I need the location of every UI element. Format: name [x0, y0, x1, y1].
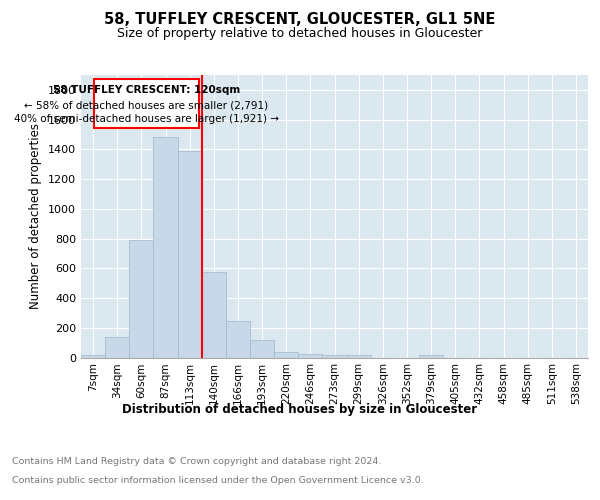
Bar: [226, 321, 250, 358]
Bar: [347, 354, 371, 358]
Text: Size of property relative to detached houses in Gloucester: Size of property relative to detached ho…: [118, 28, 482, 40]
Bar: [322, 356, 347, 358]
Bar: [178, 151, 202, 358]
FancyBboxPatch shape: [94, 78, 199, 128]
Bar: [250, 340, 274, 357]
Bar: [419, 354, 443, 358]
Text: 58 TUFFLEY CRESCENT: 120sqm: 58 TUFFLEY CRESCENT: 120sqm: [53, 84, 240, 94]
Bar: [81, 354, 105, 358]
Bar: [274, 352, 298, 358]
Bar: [202, 272, 226, 358]
Text: ← 58% of detached houses are smaller (2,791): ← 58% of detached houses are smaller (2,…: [25, 100, 269, 110]
Text: 58, TUFFLEY CRESCENT, GLOUCESTER, GL1 5NE: 58, TUFFLEY CRESCENT, GLOUCESTER, GL1 5N…: [104, 12, 496, 28]
Bar: [105, 338, 129, 357]
Y-axis label: Number of detached properties: Number of detached properties: [29, 123, 43, 309]
Bar: [154, 138, 178, 358]
Text: 40% of semi-detached houses are larger (1,921) →: 40% of semi-detached houses are larger (…: [14, 114, 279, 124]
Bar: [129, 240, 154, 358]
Bar: [298, 354, 322, 358]
Text: Contains public sector information licensed under the Open Government Licence v3: Contains public sector information licen…: [12, 476, 424, 485]
Text: Contains HM Land Registry data © Crown copyright and database right 2024.: Contains HM Land Registry data © Crown c…: [12, 458, 382, 466]
Text: Distribution of detached houses by size in Gloucester: Distribution of detached houses by size …: [122, 402, 478, 415]
